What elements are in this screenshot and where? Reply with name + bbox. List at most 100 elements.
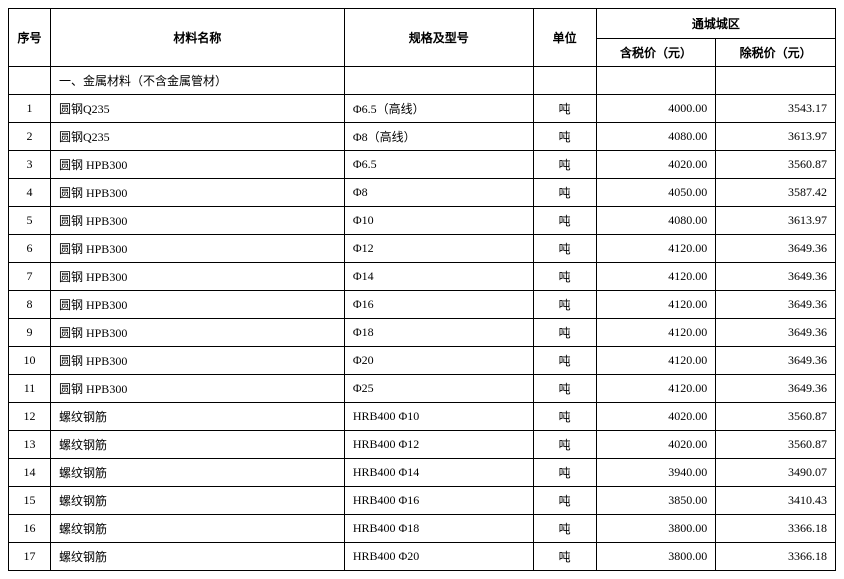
cell-name: 圆钢 HPB300	[50, 235, 344, 263]
cell-price-notax: 3560.87	[716, 403, 836, 431]
cell-unit: 吨	[533, 459, 596, 487]
cell-seq: 6	[9, 235, 51, 263]
table-row: 9圆钢 HPB300Φ18吨4120.003649.36	[9, 319, 836, 347]
cell-spec: Φ25	[344, 375, 533, 403]
table-row: 8圆钢 HPB300Φ16吨4120.003649.36	[9, 291, 836, 319]
cell-name: 圆钢 HPB300	[50, 151, 344, 179]
cell-spec: Φ12	[344, 235, 533, 263]
cell-spec: HRB400 Φ12	[344, 431, 533, 459]
cell-price-tax: 3800.00	[596, 543, 716, 571]
cell-seq: 12	[9, 403, 51, 431]
table-row: 2圆钢Q235Φ8（高线）吨4080.003613.97	[9, 123, 836, 151]
header-unit: 单位	[533, 9, 596, 67]
cell-spec: Φ20	[344, 347, 533, 375]
cell-price-tax: 3940.00	[596, 459, 716, 487]
cell-spec: Φ8	[344, 179, 533, 207]
table-row: 10圆钢 HPB300Φ20吨4120.003649.36	[9, 347, 836, 375]
cell-name: 圆钢 HPB300	[50, 347, 344, 375]
materials-price-table: 序号 材料名称 规格及型号 单位 通城城区 含税价（元） 除税价（元） 一、金属…	[8, 8, 836, 571]
empty-cell	[9, 67, 51, 95]
cell-price-notax: 3587.42	[716, 179, 836, 207]
cell-spec: HRB400 Φ10	[344, 403, 533, 431]
cell-price-notax: 3560.87	[716, 431, 836, 459]
cell-unit: 吨	[533, 123, 596, 151]
table-row: 6圆钢 HPB300Φ12吨4120.003649.36	[9, 235, 836, 263]
table-row: 1圆钢Q235Φ6.5（高线）吨4000.003543.17	[9, 95, 836, 123]
cell-price-tax: 4120.00	[596, 319, 716, 347]
cell-price-notax: 3649.36	[716, 319, 836, 347]
cell-price-tax: 4120.00	[596, 263, 716, 291]
cell-name: 圆钢Q235	[50, 123, 344, 151]
cell-unit: 吨	[533, 431, 596, 459]
cell-unit: 吨	[533, 207, 596, 235]
cell-seq: 4	[9, 179, 51, 207]
cell-unit: 吨	[533, 95, 596, 123]
cell-name: 圆钢Q235	[50, 95, 344, 123]
cell-price-notax: 3649.36	[716, 291, 836, 319]
cell-seq: 8	[9, 291, 51, 319]
cell-price-tax: 3800.00	[596, 515, 716, 543]
cell-seq: 3	[9, 151, 51, 179]
cell-seq: 14	[9, 459, 51, 487]
cell-name: 圆钢 HPB300	[50, 319, 344, 347]
cell-price-notax: 3543.17	[716, 95, 836, 123]
cell-name: 螺纹钢筋	[50, 543, 344, 571]
cell-seq: 10	[9, 347, 51, 375]
cell-price-notax: 3649.36	[716, 263, 836, 291]
cell-seq: 7	[9, 263, 51, 291]
cell-unit: 吨	[533, 235, 596, 263]
cell-spec: HRB400 Φ20	[344, 543, 533, 571]
empty-cell	[344, 67, 533, 95]
cell-spec: Φ14	[344, 263, 533, 291]
table-row: 3圆钢 HPB300Φ6.5吨4020.003560.87	[9, 151, 836, 179]
cell-price-tax: 4120.00	[596, 375, 716, 403]
cell-name: 螺纹钢筋	[50, 459, 344, 487]
cell-price-tax: 4020.00	[596, 431, 716, 459]
cell-unit: 吨	[533, 347, 596, 375]
cell-price-notax: 3649.36	[716, 375, 836, 403]
table-row: 7圆钢 HPB300Φ14吨4120.003649.36	[9, 263, 836, 291]
cell-price-tax: 4050.00	[596, 179, 716, 207]
cell-spec: Φ10	[344, 207, 533, 235]
cell-name: 圆钢 HPB300	[50, 207, 344, 235]
cell-price-notax: 3410.43	[716, 487, 836, 515]
cell-name: 圆钢 HPB300	[50, 179, 344, 207]
section-title-cell: 一、金属材料（不含金属管材）	[50, 67, 344, 95]
cell-spec: HRB400 Φ14	[344, 459, 533, 487]
cell-price-tax: 3850.00	[596, 487, 716, 515]
empty-cell	[596, 67, 716, 95]
cell-spec: HRB400 Φ18	[344, 515, 533, 543]
table-row: 5圆钢 HPB300Φ10吨4080.003613.97	[9, 207, 836, 235]
cell-unit: 吨	[533, 291, 596, 319]
cell-name: 螺纹钢筋	[50, 431, 344, 459]
cell-unit: 吨	[533, 543, 596, 571]
cell-price-tax: 4120.00	[596, 347, 716, 375]
cell-seq: 13	[9, 431, 51, 459]
section-row: 一、金属材料（不含金属管材）	[9, 67, 836, 95]
empty-cell	[716, 67, 836, 95]
cell-name: 圆钢 HPB300	[50, 375, 344, 403]
cell-price-tax: 4120.00	[596, 235, 716, 263]
cell-unit: 吨	[533, 515, 596, 543]
cell-price-tax: 4080.00	[596, 207, 716, 235]
cell-spec: Φ16	[344, 291, 533, 319]
cell-unit: 吨	[533, 179, 596, 207]
cell-price-notax: 3366.18	[716, 543, 836, 571]
cell-seq: 1	[9, 95, 51, 123]
table-row: 14螺纹钢筋HRB400 Φ14吨3940.003490.07	[9, 459, 836, 487]
table-row: 13螺纹钢筋HRB400 Φ12吨4020.003560.87	[9, 431, 836, 459]
cell-unit: 吨	[533, 487, 596, 515]
cell-unit: 吨	[533, 375, 596, 403]
cell-price-notax: 3560.87	[716, 151, 836, 179]
cell-name: 螺纹钢筋	[50, 403, 344, 431]
cell-spec: Φ6.5	[344, 151, 533, 179]
cell-unit: 吨	[533, 263, 596, 291]
header-spec: 规格及型号	[344, 9, 533, 67]
cell-seq: 2	[9, 123, 51, 151]
cell-price-tax: 4120.00	[596, 291, 716, 319]
cell-price-notax: 3366.18	[716, 515, 836, 543]
cell-seq: 11	[9, 375, 51, 403]
header-seq: 序号	[9, 9, 51, 67]
cell-unit: 吨	[533, 319, 596, 347]
cell-seq: 5	[9, 207, 51, 235]
